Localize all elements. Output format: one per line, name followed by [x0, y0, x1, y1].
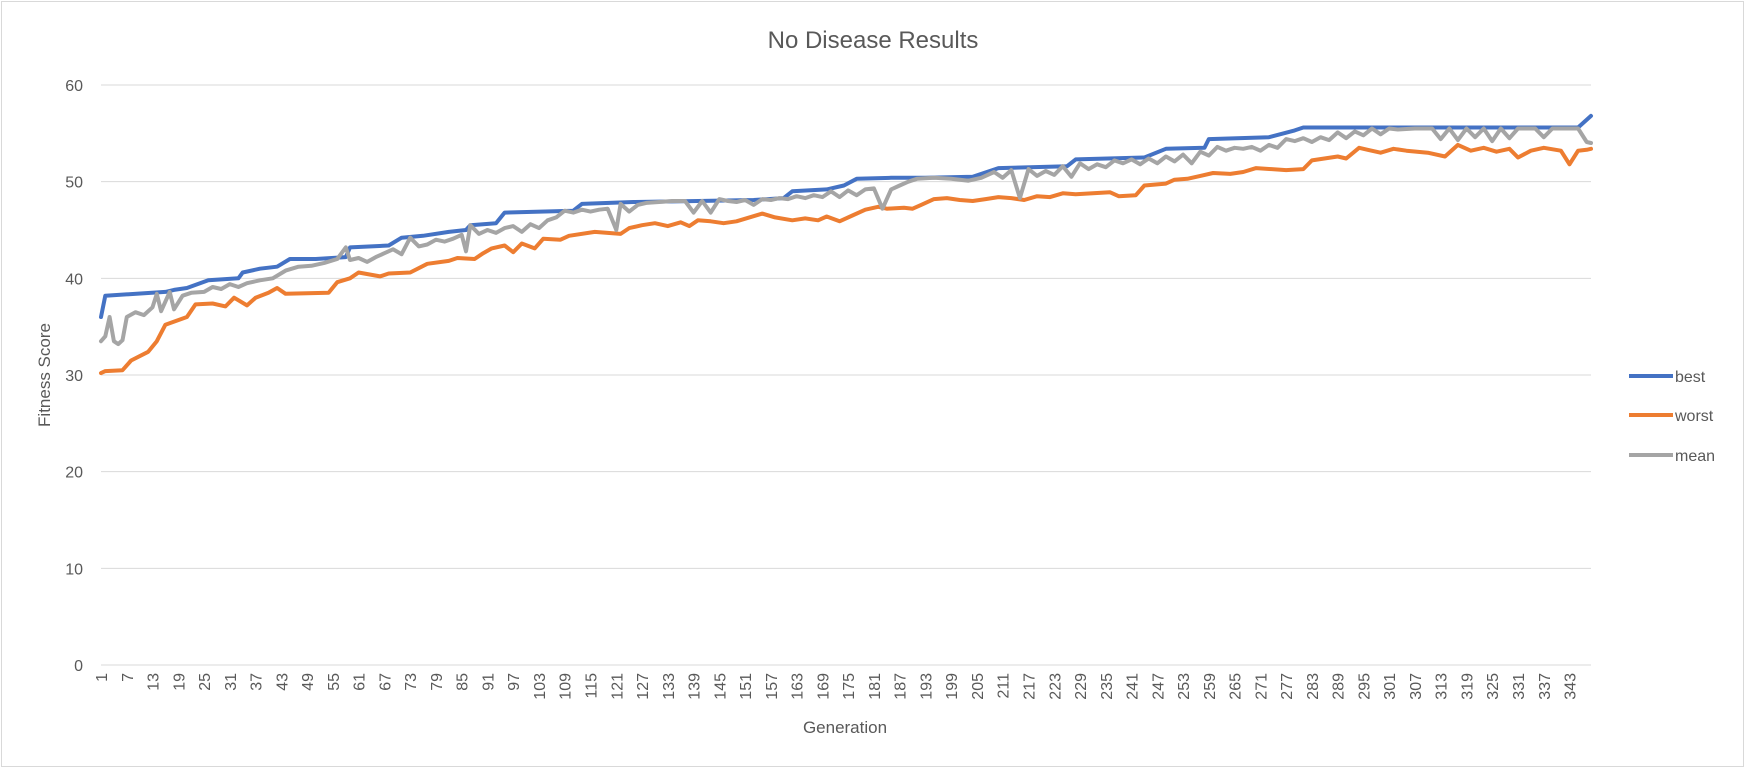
x-tick-label: 229 — [1073, 673, 1090, 700]
x-tick-label: 253 — [1176, 673, 1193, 700]
x-tick-label: 307 — [1408, 673, 1425, 700]
x-tick-label: 19 — [171, 673, 188, 691]
x-tick-label: 73 — [403, 673, 420, 691]
y-tick-label: 20 — [65, 465, 83, 482]
x-tick-label: 79 — [429, 673, 446, 691]
x-tick-label: 313 — [1434, 673, 1451, 700]
x-tick-label: 1 — [94, 673, 111, 682]
x-tick-label: 277 — [1279, 673, 1296, 700]
x-tick-label: 259 — [1202, 673, 1219, 700]
x-tick-label: 247 — [1150, 673, 1167, 700]
x-tick-label: 337 — [1537, 673, 1554, 700]
y-tick-label: 30 — [65, 368, 83, 385]
legend: best worst mean — [1629, 369, 1715, 465]
legend-label-worst: worst — [1674, 408, 1714, 425]
x-tick-label: 163 — [790, 673, 807, 700]
x-tick-label: 211 — [996, 673, 1013, 699]
x-axis-ticks: 1 7 13 19 25 31 37 43 49 55 61 67 73 79 85 91 97 103 109 11… — [94, 673, 1580, 700]
x-tick-label: 199 — [944, 673, 961, 700]
x-tick-label: 139 — [687, 673, 704, 700]
x-tick-label: 43 — [274, 673, 291, 691]
series-line-worst — [99, 142, 1593, 376]
x-tick-label: 217 — [1021, 673, 1038, 700]
x-tick-label: 331 — [1511, 673, 1528, 700]
y-tick-label: 60 — [65, 78, 83, 95]
x-tick-label: 115 — [584, 673, 601, 699]
x-tick-label: 91 — [480, 673, 497, 691]
series-line-best — [99, 113, 1593, 319]
x-tick-label: 187 — [893, 673, 910, 700]
x-tick-label: 121 — [609, 673, 626, 700]
y-tick-label: 10 — [65, 561, 83, 578]
y-tick-label: 50 — [65, 175, 83, 192]
x-tick-label: 289 — [1331, 673, 1348, 700]
y-tick-label: 0 — [74, 658, 83, 675]
legend-label-mean: mean — [1675, 448, 1715, 465]
gridlines — [101, 84, 1591, 666]
x-tick-label: 13 — [146, 673, 163, 691]
x-tick-label: 31 — [223, 673, 240, 691]
x-tick-label: 67 — [377, 673, 394, 691]
x-tick-label: 103 — [532, 673, 549, 700]
x-tick-label: 97 — [506, 673, 523, 691]
x-tick-label: 175 — [841, 673, 858, 700]
y-axis-ticks: 0 10 20 30 40 50 60 — [65, 78, 83, 675]
x-tick-label: 145 — [712, 673, 729, 700]
x-tick-label: 271 — [1253, 673, 1270, 700]
x-tick-label: 109 — [558, 673, 575, 700]
x-tick-label: 301 — [1382, 673, 1399, 700]
x-tick-label: 127 — [635, 673, 652, 700]
y-tick-label: 40 — [65, 271, 83, 288]
x-tick-label: 319 — [1459, 673, 1476, 700]
x-axis-title: Generation — [803, 718, 887, 737]
series-lines — [99, 113, 1593, 376]
x-tick-label: 325 — [1485, 673, 1502, 700]
chart-title: No Disease Results — [768, 27, 979, 54]
x-tick-label: 181 — [867, 673, 884, 700]
x-tick-label: 85 — [455, 673, 472, 691]
x-tick-label: 157 — [764, 673, 781, 700]
x-tick-label: 265 — [1228, 673, 1245, 700]
x-tick-label: 37 — [249, 673, 266, 691]
x-tick-label: 283 — [1305, 673, 1322, 700]
x-tick-label: 49 — [300, 673, 317, 691]
x-tick-label: 241 — [1125, 673, 1142, 700]
x-tick-label: 223 — [1047, 673, 1064, 700]
y-axis-title: Fitness Score — [35, 323, 54, 427]
x-tick-label: 7 — [120, 673, 137, 682]
x-tick-label: 193 — [918, 673, 935, 700]
series-line-mean — [99, 126, 1593, 347]
x-tick-label: 61 — [352, 673, 369, 691]
x-tick-label: 343 — [1563, 673, 1580, 700]
x-tick-label: 151 — [738, 673, 755, 700]
x-tick-label: 235 — [1099, 673, 1116, 700]
x-tick-label: 133 — [661, 673, 678, 700]
x-tick-label: 295 — [1356, 673, 1373, 700]
x-tick-label: 205 — [970, 673, 987, 700]
x-tick-label: 169 — [815, 673, 832, 700]
x-tick-label: 25 — [197, 673, 214, 691]
x-tick-label: 55 — [326, 673, 343, 691]
legend-label-best: best — [1675, 369, 1706, 386]
